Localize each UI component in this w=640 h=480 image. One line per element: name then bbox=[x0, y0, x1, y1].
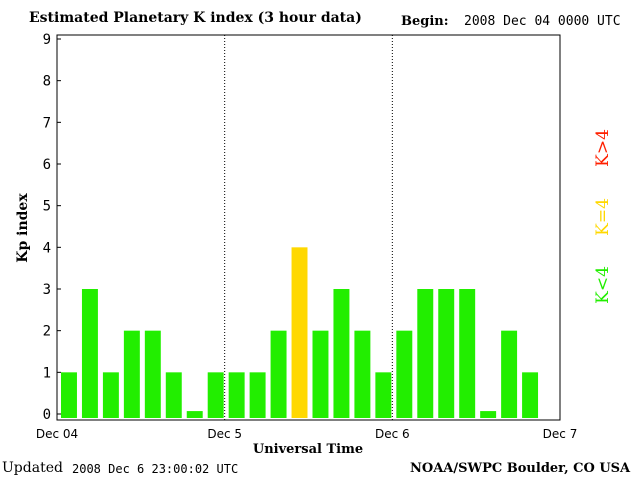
y-tick-label: 4 bbox=[43, 240, 51, 256]
kp-bar bbox=[291, 247, 308, 418]
kp-bar bbox=[186, 411, 203, 418]
legend-item: K>4 bbox=[593, 129, 613, 167]
y-tick-label: 2 bbox=[43, 324, 51, 340]
kp-bar bbox=[354, 330, 371, 418]
kp-bar bbox=[417, 289, 434, 418]
x-tick-label: Dec 5 bbox=[207, 427, 242, 441]
day-separators bbox=[224, 35, 393, 420]
y-tick-labels: 0 1 2 3 4 5 6 7 8 9 bbox=[43, 32, 61, 423]
source-credit: NOAA/SWPC Boulder, CO USA bbox=[410, 461, 631, 476]
y-tick-label: 0 bbox=[43, 407, 51, 423]
x-tick-label: Dec 6 bbox=[375, 427, 410, 441]
kp-bar bbox=[480, 411, 497, 418]
kp-bar bbox=[522, 372, 539, 418]
kp-bar bbox=[81, 289, 98, 418]
y-tick-label: 9 bbox=[43, 32, 51, 48]
plot-frame bbox=[56, 34, 561, 421]
y-tick-label: 5 bbox=[43, 199, 51, 215]
x-axis-label: Universal Time bbox=[253, 442, 363, 457]
kp-bar bbox=[165, 372, 182, 418]
legend-item: K=4 bbox=[593, 198, 613, 236]
y-tick-label: 6 bbox=[43, 157, 51, 173]
kp-bar bbox=[312, 330, 329, 418]
x-tick-label: Dec 7 bbox=[543, 427, 578, 441]
y-axis-label: Kp index bbox=[15, 193, 31, 263]
kp-bar bbox=[270, 330, 287, 418]
y-tick-label: 1 bbox=[43, 365, 51, 381]
y-tick-label: 3 bbox=[43, 282, 51, 298]
x-tick-labels: Dec 04 Dec 5 Dec 6 Dec 7 bbox=[36, 427, 577, 441]
chart-title: Estimated Planetary K index (3 hour data… bbox=[29, 10, 362, 26]
kp-bar bbox=[501, 330, 518, 418]
y-tick-label: 7 bbox=[43, 115, 51, 131]
kp-bar bbox=[396, 330, 413, 418]
kp-bar bbox=[207, 372, 224, 418]
kp-bar bbox=[333, 289, 350, 418]
updated-value: 2008 Dec 6 23:00:02 UTC bbox=[72, 462, 239, 476]
kp-bar bbox=[459, 289, 476, 418]
y-tick-label: 8 bbox=[43, 74, 51, 90]
kp-bar bbox=[228, 372, 245, 418]
kp-bar bbox=[102, 372, 119, 418]
kp-bar bbox=[144, 330, 161, 418]
begin-label: Begin: bbox=[401, 14, 449, 29]
kp-bar bbox=[123, 330, 140, 418]
kp-bar bbox=[375, 372, 392, 418]
legend-item: K<4 bbox=[593, 266, 613, 304]
kp-bar bbox=[438, 289, 455, 418]
begin-value: 2008 Dec 04 0000 UTC bbox=[464, 14, 621, 29]
updated-label: Updated bbox=[2, 460, 63, 476]
kp-bar bbox=[249, 372, 266, 418]
x-tick-label: Dec 04 bbox=[36, 427, 78, 441]
legend: K<4 K=4 K>4 bbox=[593, 129, 613, 304]
kp-bar bbox=[61, 372, 77, 418]
bars bbox=[61, 247, 539, 418]
